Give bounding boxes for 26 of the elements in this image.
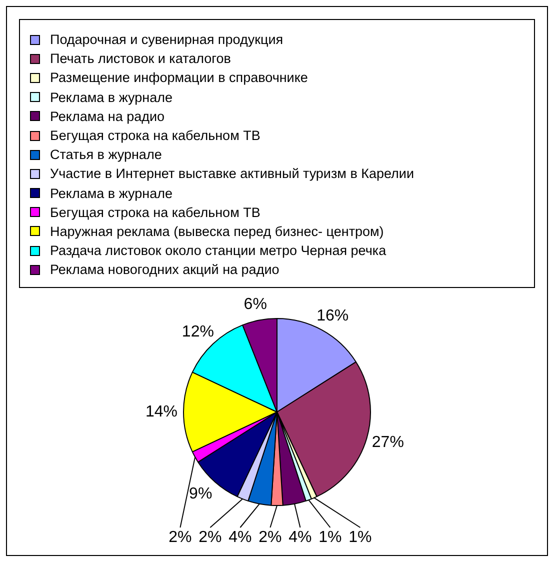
- data-label: 4%: [228, 529, 252, 546]
- legend-label: Статья в журнале: [50, 147, 162, 162]
- legend-label: Реклама в журнале: [50, 90, 172, 105]
- data-label: 4%: [288, 529, 312, 546]
- data-label: 12%: [182, 324, 214, 342]
- legend-label: Бегущая строка на кабельном ТВ: [50, 128, 260, 144]
- legend-label: Подарочная и сувенирная продукция: [50, 32, 284, 48]
- legend-label: Наружная реклама (вывеска перед бизнес- центром): [50, 224, 384, 239]
- data-label: 2%: [168, 529, 192, 546]
- data-label: 27%: [372, 434, 404, 452]
- data-label: 6%: [244, 296, 267, 314]
- legend-label: Размещение информации в справочнике: [50, 70, 308, 86]
- data-label: 2%: [198, 529, 222, 546]
- data-label: 16%: [316, 308, 349, 325]
- legend-label: Реклама новогодних акций на радио: [50, 262, 280, 278]
- legend-label: Раздача листовок около станции метро Черная речка: [50, 243, 386, 258]
- data-label: 1%: [318, 529, 342, 546]
- legend-label: Реклама в журнале: [50, 186, 172, 201]
- data-label: 14%: [145, 404, 178, 421]
- legend-label: Бегущая строка на кабельном ТВ: [50, 204, 260, 220]
- legend-label: Участие в Интернет выставке активный туризм в Карелии: [50, 166, 414, 182]
- legend-label: Печать листовок и каталогов: [50, 51, 231, 66]
- legend-label: Реклама на радио: [50, 108, 165, 124]
- data-label: 2%: [258, 529, 282, 546]
- data-label: 9%: [189, 486, 212, 503]
- data-label: 1%: [348, 529, 372, 546]
